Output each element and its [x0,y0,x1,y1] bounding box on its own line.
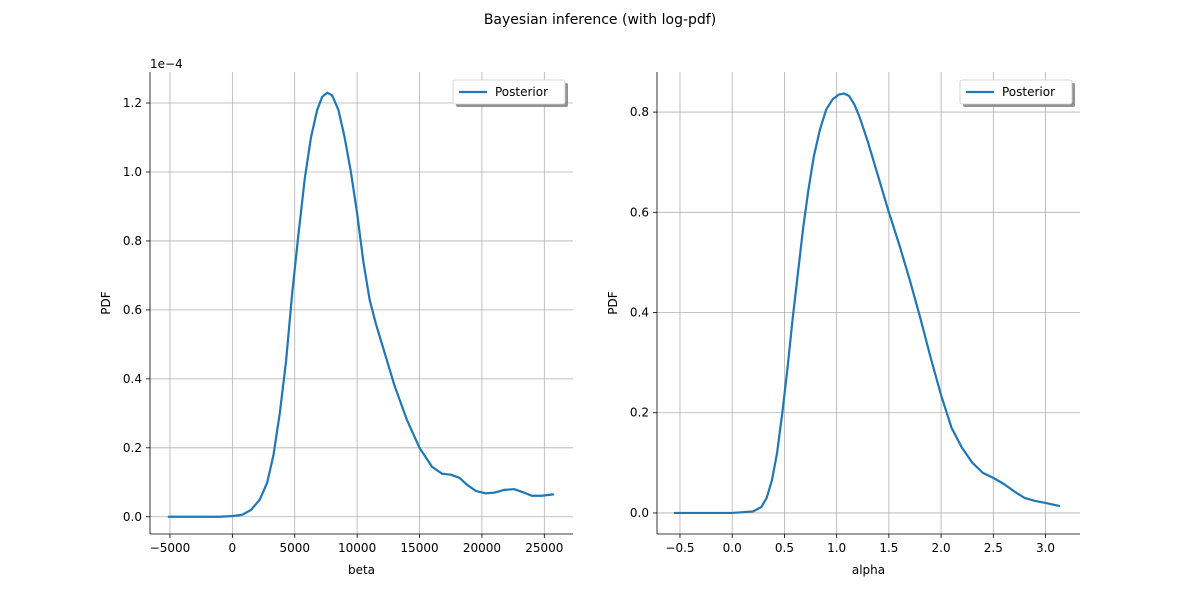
y-tick-label: 0.8 [123,234,142,248]
y-tick-label: 1.0 [123,165,142,179]
x-tick-label: 0.5 [775,541,794,555]
legend: Posterior [452,79,568,107]
x-tick-label: 2.0 [932,541,951,555]
x-tick-label: 3.0 [1036,541,1055,555]
y-axis-label: PDF [606,291,620,314]
y-tick-label: 0.0 [630,506,649,520]
y-tick-label: 0.2 [123,441,142,455]
legend-label: Posterior [495,85,548,99]
x-tick-label: 1.0 [827,541,846,555]
y-offset-label: 1e−4 [150,57,183,71]
figure-title: Bayesian inference (with log-pdf) [484,12,716,28]
y-tick-label: 0.2 [630,406,649,420]
x-tick-label: 25000 [525,541,563,555]
x-tick-label: 20000 [463,541,501,555]
beta-posterior-chart: −5000 0 5000 10000 15000 20000 25000 0.0 0.2 0.4 0… [99,57,573,577]
y-tick-label: 1.2 [123,96,142,110]
x-tick-label: 2.5 [984,541,1003,555]
x-tick-label: 5000 [279,541,310,555]
x-tick-label: −0.5 [665,541,694,555]
x-tick-label: 1.5 [879,541,898,555]
y-axis-label: PDF [99,291,113,314]
y-tick-label: 0.0 [123,510,142,524]
y-tick-label: 0.4 [123,372,142,386]
legend: Posterior [959,79,1075,107]
y-tick-label: 0.4 [630,306,649,320]
x-tick-label: 15000 [400,541,438,555]
legend-box [452,79,566,105]
x-tick-label: −5000 [150,541,191,555]
legend-box [959,79,1073,105]
x-tick-label: 0.0 [723,541,742,555]
y-tick-label: 0.6 [630,205,649,219]
posterior-line [673,92,1061,515]
y-tick-label: 0.6 [123,303,142,317]
x-axis-label: beta [348,563,375,577]
x-tick-label: 10000 [338,541,376,555]
x-tick-label: 0 [229,541,237,555]
y-tick-label: 0.8 [630,105,649,119]
posterior-line [167,91,555,518]
x-axis-label: alpha [852,563,885,577]
alpha-posterior-chart: −0.5 0.0 0.5 1.0 1.5 2.0 2.5 3.0 0.0 0.2 0.4 0.6 0.8… [606,72,1080,577]
legend-label: Posterior [1002,85,1055,99]
